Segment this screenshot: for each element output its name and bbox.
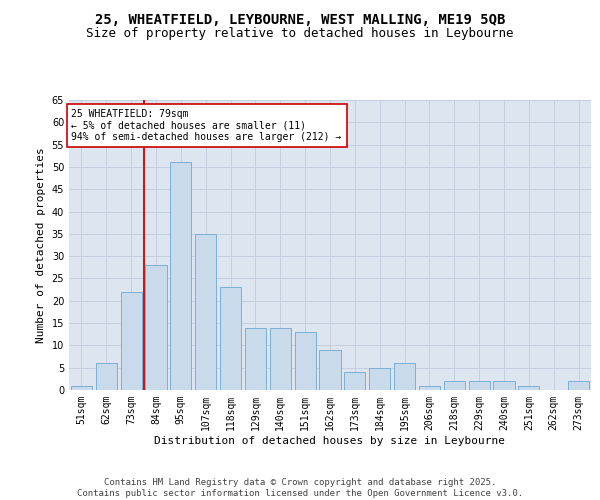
Bar xyxy=(344,372,365,390)
Bar xyxy=(469,381,490,390)
Bar xyxy=(518,386,539,390)
Text: Size of property relative to detached houses in Leybourne: Size of property relative to detached ho… xyxy=(86,28,514,40)
Bar xyxy=(419,386,440,390)
Bar xyxy=(270,328,291,390)
Bar xyxy=(220,288,241,390)
Text: 25, WHEATFIELD, LEYBOURNE, WEST MALLING, ME19 5QB: 25, WHEATFIELD, LEYBOURNE, WEST MALLING,… xyxy=(95,12,505,26)
Bar xyxy=(170,162,191,390)
Text: 25 WHEATFIELD: 79sqm
← 5% of detached houses are smaller (11)
94% of semi-detach: 25 WHEATFIELD: 79sqm ← 5% of detached ho… xyxy=(71,109,342,142)
Bar xyxy=(369,368,390,390)
Bar xyxy=(444,381,465,390)
Bar xyxy=(195,234,216,390)
Bar xyxy=(295,332,316,390)
Text: Contains HM Land Registry data © Crown copyright and database right 2025.
Contai: Contains HM Land Registry data © Crown c… xyxy=(77,478,523,498)
Y-axis label: Number of detached properties: Number of detached properties xyxy=(36,147,46,343)
Bar xyxy=(245,328,266,390)
X-axis label: Distribution of detached houses by size in Leybourne: Distribution of detached houses by size … xyxy=(155,436,505,446)
Bar xyxy=(145,265,167,390)
Bar xyxy=(493,381,515,390)
Bar xyxy=(568,381,589,390)
Bar xyxy=(96,363,117,390)
Bar xyxy=(71,386,92,390)
Bar xyxy=(121,292,142,390)
Bar xyxy=(319,350,341,390)
Bar xyxy=(394,363,415,390)
